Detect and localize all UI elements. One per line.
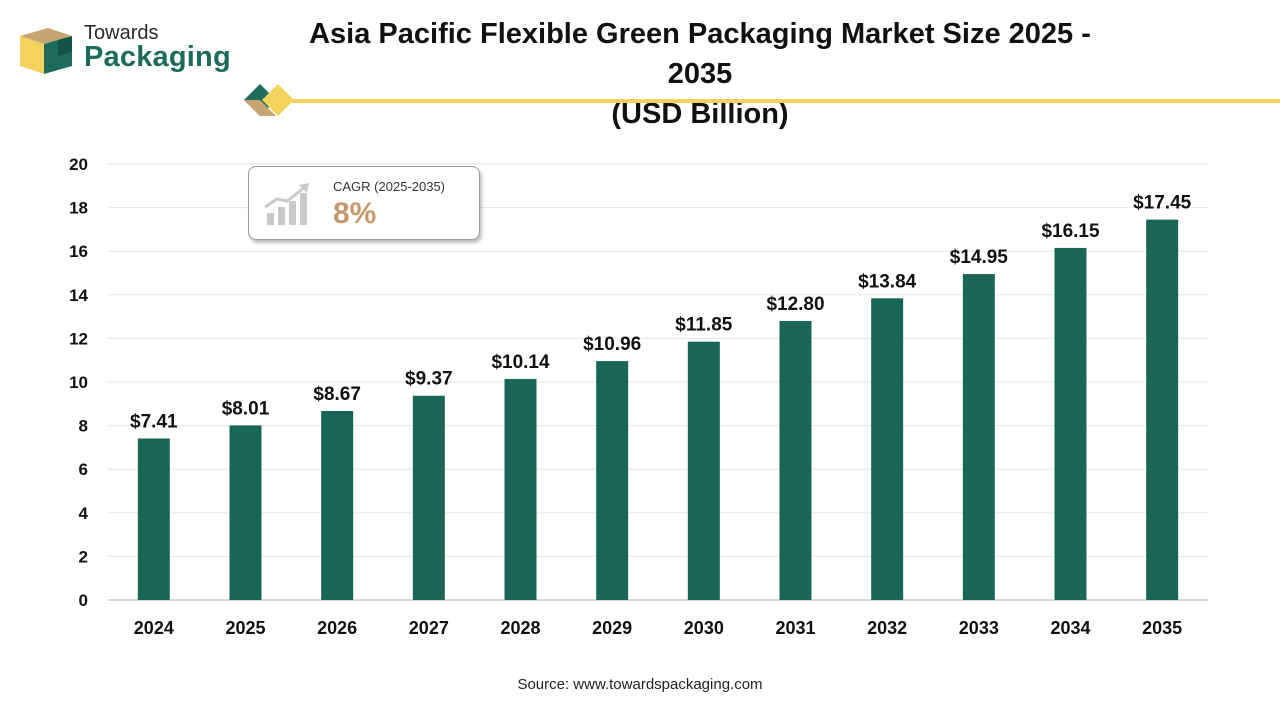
bar-2028 [504,378,537,600]
bar-2024 [137,438,170,600]
bar-2026 [321,410,354,600]
data-label: $7.41 [130,411,178,432]
bars [137,219,1179,600]
chart-title-line1: Asia Pacific Flexible Green Packaging Ma… [309,18,1091,90]
y-tick-label: 0 [79,591,88,610]
cagr-value: 8% [333,197,377,230]
x-tick-label: 2024 [134,618,174,638]
towards-packaging-logo [18,22,238,82]
x-tick-label: 2035 [1142,618,1182,638]
x-tick-label: 2034 [1050,618,1090,638]
bar-2025 [229,425,262,600]
decorative-divider [244,84,1280,116]
bar-2034 [1054,247,1087,600]
x-tick-label: 2025 [225,618,265,638]
data-label: $10.96 [583,334,641,355]
y-tick-label: 10 [69,373,88,392]
data-label: $8.01 [222,398,270,419]
x-tick-label: 2032 [867,618,907,638]
data-label: $8.67 [313,384,361,405]
y-tick-label: 18 [69,199,88,218]
data-label: $14.95 [950,247,1009,268]
x-tick-label: 2031 [775,618,815,638]
cagr-label: CAGR (2025-2035) [333,179,445,194]
logo-text-towards: Towards [84,22,159,44]
x-tick-label: 2026 [317,618,357,638]
data-label: $17.45 [1133,193,1192,214]
data-labels: $7.41 $8.01 $8.67 $9.37 $10.14 $10.96 $11.85 $1… [130,193,1192,433]
x-tick-label: 2029 [592,618,632,638]
x-axis-ticks: 2024 2025 2026 2027 2028 2029 2030 2031 2032 2033… [134,618,1182,638]
x-tick-label: 2027 [409,618,449,638]
cagr-callout: CAGR (2025-2035) 8% [248,166,480,240]
y-tick-label: 20 [69,155,88,174]
data-label: $9.37 [405,369,453,390]
x-tick-label: 2033 [959,618,999,638]
bar-2031 [779,320,812,600]
x-tick-label: 2030 [684,618,724,638]
box-logo-icon [20,28,72,74]
data-label: $11.85 [675,315,732,336]
bar-2035 [1146,219,1179,600]
bar-2029 [596,361,629,600]
y-tick-label: 14 [69,286,88,305]
data-label: $13.84 [858,271,917,292]
diamond-icon [262,84,294,116]
y-tick-label: 16 [69,242,88,261]
bar-2027 [412,395,445,600]
y-axis-ticks: 0 2 4 6 8 10 12 14 16 18 20 [69,155,88,610]
y-tick-label: 2 [79,547,88,566]
data-label: $10.14 [491,352,550,373]
bar-2033 [962,274,995,600]
chart-title: Asia Pacific Flexible Green Packaging Ma… [300,14,1100,134]
y-tick-label: 6 [79,460,88,479]
growth-chart-icon [264,183,309,225]
logo-text-packaging: Packaging [84,41,231,73]
source-note: Source: www.towardspackaging.com [517,676,763,693]
y-tick-label: 12 [69,329,88,348]
y-tick-label: 8 [79,417,88,436]
bar-2032 [871,298,904,600]
data-label: $12.80 [766,294,824,315]
chart-title-line2: (USD Billion) [611,98,789,130]
x-tick-label: 2028 [500,618,540,638]
data-label: $16.15 [1041,221,1100,242]
bar-2030 [687,341,720,600]
y-tick-label: 4 [79,504,89,523]
